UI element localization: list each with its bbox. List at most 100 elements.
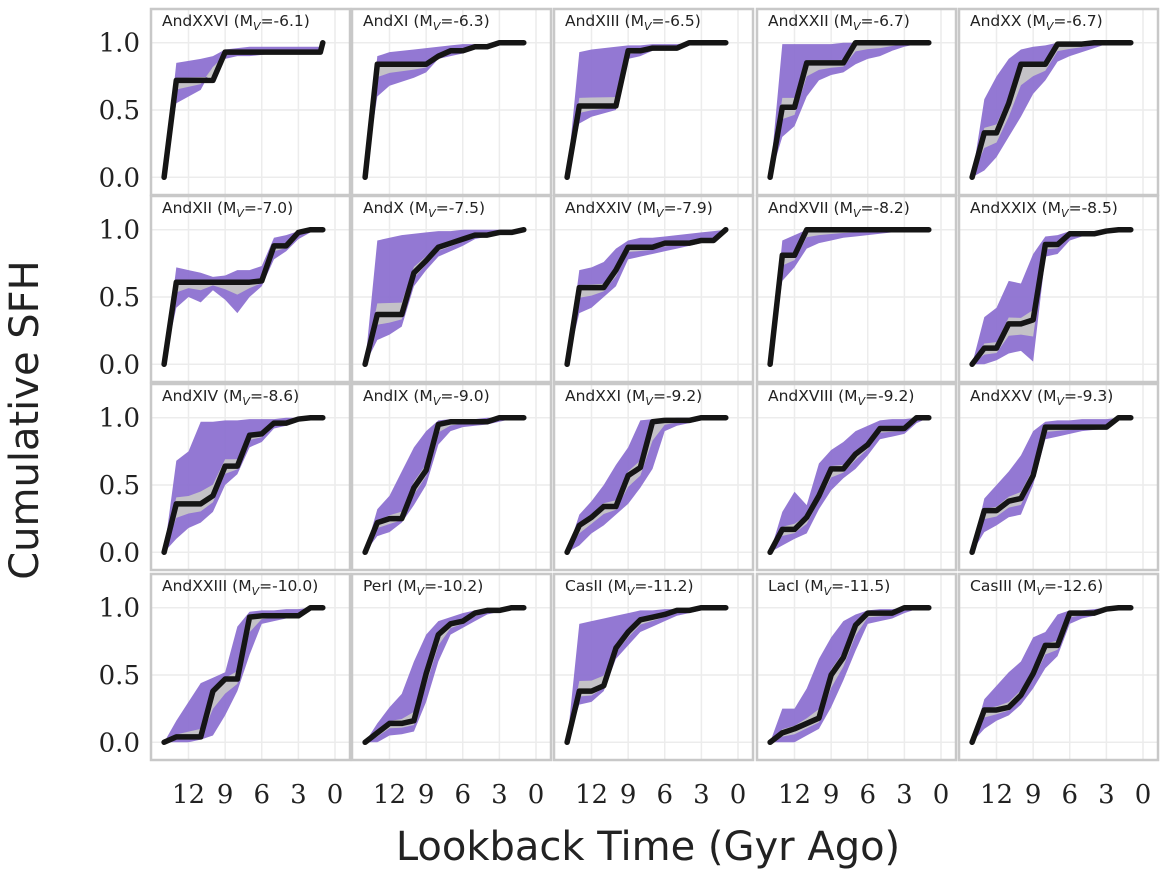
x-tick-label: 0 (933, 780, 950, 810)
panel-title: AndXIII (MV=-6.5) (565, 12, 701, 33)
y-tick-label: 0.0 (99, 538, 140, 568)
panel-andxi: AndXI (MV=-6.3) (350, 7, 553, 197)
panel-mv-value: =-7.5) (436, 199, 485, 217)
panel-title: CasIII (MV=-12.6) (970, 577, 1103, 598)
panel-label: AndIX (M (363, 387, 433, 405)
panel-border (755, 572, 958, 762)
panel-background (958, 383, 1159, 571)
panel-andxxii: AndXXII (MV=-6.7) (755, 7, 958, 197)
x-tick-label: 6 (656, 780, 673, 810)
panel-border (149, 194, 352, 384)
panel-border (755, 194, 958, 384)
panel-mv-value: =-11.2) (634, 577, 693, 595)
x-tick-label: 3 (1098, 780, 1115, 810)
sfh-best-fit-line (564, 226, 729, 368)
uncertainty-band-outer (770, 42, 929, 178)
panel-border (149, 382, 352, 572)
sfh-best-fit-line (969, 604, 1134, 746)
uncertainty-band-outer (567, 42, 726, 178)
panel-label: AndXIV (M (162, 387, 242, 405)
uncertainty-band-outer (164, 607, 323, 743)
panel-mv-subscript: V (858, 395, 867, 408)
panel-laci: LacI (MV=-11.5) (755, 572, 958, 762)
panel-label: AndXXV (M (970, 387, 1056, 405)
panel-mv-value: =-7.9) (664, 199, 713, 217)
sfh-best-fit-line (564, 39, 729, 181)
sfh-best-fit-line (767, 39, 932, 181)
panel-mv-value: =-9.2) (865, 387, 914, 405)
y-tick-label: 0.5 (99, 96, 140, 126)
panel-title: AndXX (MV=-6.7) (970, 12, 1103, 33)
panel-title: AndXXIV (MV=-7.9) (565, 199, 713, 220)
panel-andxxi: AndXXI (MV=-9.2) (552, 382, 755, 572)
y-tick-label: 1.0 (99, 216, 140, 246)
panel-andxxvi: AndXXVI (MV=-6.1) (149, 7, 352, 197)
uncertainty-band-outer (972, 42, 1131, 178)
panel-label: AndXXVI (M (162, 12, 253, 30)
x-tick-label: 6 (253, 780, 270, 810)
x-tick-label: 6 (1061, 780, 1078, 810)
panel-mv-value: =-12.6) (1044, 577, 1103, 595)
uncertainty-band-outer (770, 229, 929, 365)
x-tick-label: 9 (823, 780, 840, 810)
panel-title: LacI (MV=-11.5) (768, 577, 890, 598)
panel-title: AndXXV (MV=-9.3) (970, 387, 1113, 408)
panel-mv-value: =-6.7) (861, 12, 910, 30)
panel-andix: AndIX (MV=-9.0) (350, 382, 553, 572)
sfh-best-fit-line (161, 39, 326, 181)
panel-andxviii: AndXVIII (MV=-9.2) (755, 382, 958, 572)
uncertainty-band-outer (365, 417, 524, 553)
panel-mv-subscript: V (853, 207, 862, 220)
panel-title: CasII (MV=-11.2) (565, 577, 694, 598)
panel-title: PerI (MV=-10.2) (363, 577, 483, 598)
x-tick-label: 3 (290, 780, 307, 810)
panel-label: AndXX (M (970, 12, 1046, 30)
panel-mv-value: =-10.2) (424, 577, 483, 595)
panel-border (149, 572, 352, 762)
y-tick-label: 1.0 (99, 594, 140, 624)
x-tick-label: 9 (1025, 780, 1042, 810)
y-tick-label: 1.0 (99, 29, 140, 59)
panel-andxiv: AndXIV (MV=-8.6) (149, 382, 352, 572)
panel-andxxv: AndXXV (MV=-9.3) (957, 382, 1160, 572)
panel-label: PerI (M (363, 577, 417, 595)
y-tick-label: 0.5 (99, 471, 140, 501)
panel-label: AndXXIX (M (970, 199, 1061, 217)
panel-border (552, 194, 755, 384)
x-tick-label: 12 (778, 780, 811, 810)
x-tick-label: 6 (454, 780, 471, 810)
x-tick-label: 9 (418, 780, 435, 810)
panel-mv-subscript: V (824, 585, 833, 598)
panel-andxx: AndXX (MV=-6.7) (957, 7, 1160, 197)
panel-label: AndXI (M (363, 12, 433, 30)
sfh-best-fit-line (362, 39, 527, 181)
panel-title: AndIX (MV=-9.0) (363, 387, 490, 408)
x-tick-label: 0 (528, 780, 545, 810)
ticks-layer: 0.00.51.00.00.51.00.00.51.00.00.51.012 9 6… (99, 29, 1152, 810)
panel-title: AndX (MV=-7.5) (363, 199, 485, 220)
x-tick-label: 12 (980, 780, 1013, 810)
panel-mv-subscript: V (1036, 585, 1045, 598)
y-tick-label: 1.0 (99, 404, 140, 434)
panel-label: AndXXIV (M (565, 199, 656, 217)
panel-mv-value: =-6.3) (440, 12, 489, 30)
panel-label: LacI (M (768, 577, 824, 595)
panel-label: AndXVII (M (768, 199, 853, 217)
uncertainty-band-outer (365, 607, 524, 743)
sfh-best-fit-line (564, 414, 729, 556)
panel-mv-subscript: V (417, 585, 426, 598)
panel-mv-subscript: V (627, 585, 636, 598)
panel-andxiii: AndXIII (MV=-6.5) (552, 7, 755, 197)
sfh-best-fit-line (362, 604, 527, 746)
x-tick-label: 6 (859, 780, 876, 810)
uncertainty-band-outer (567, 417, 726, 553)
panel-border (350, 194, 553, 384)
panel-mv-value: =-6.7) (1053, 12, 1102, 30)
panel-title: AndXXIII (MV=-10.0) (162, 577, 318, 598)
panel-border (552, 382, 755, 572)
y-tick-label: 0.5 (99, 661, 140, 691)
panel-mv-value: =-7.0) (244, 199, 293, 217)
panel-title: AndXIV (MV=-8.6) (162, 387, 299, 408)
panel-mv-subscript: V (242, 395, 251, 408)
